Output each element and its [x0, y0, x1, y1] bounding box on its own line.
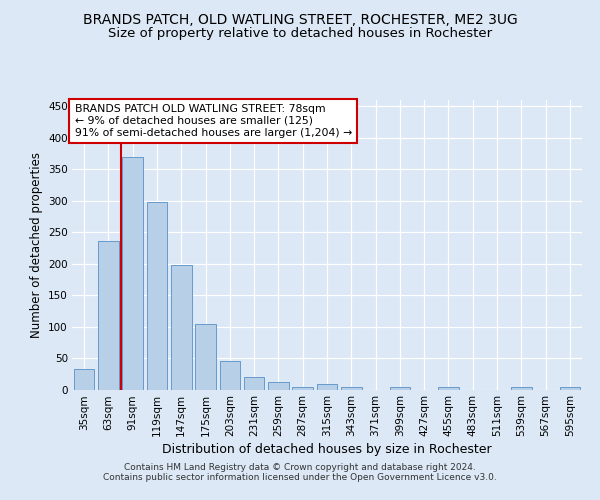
Y-axis label: Number of detached properties: Number of detached properties [29, 152, 43, 338]
Bar [74, 368, 94, 390]
Text: Contains HM Land Registry data © Crown copyright and database right 2024.
Contai: Contains HM Land Registry data © Crown c… [103, 463, 497, 482]
Text: BRANDS PATCH OLD WATLING STREET: 78sqm
← 9% of detached houses are smaller (125): BRANDS PATCH OLD WATLING STREET: 78sqm ←… [74, 104, 352, 138]
Text: BRANDS PATCH, OLD WATLING STREET, ROCHESTER, ME2 3UG: BRANDS PATCH, OLD WATLING STREET, ROCHES… [83, 12, 517, 26]
Text: Distribution of detached houses by size in Rochester: Distribution of detached houses by size … [162, 442, 492, 456]
Bar [122, 156, 143, 390]
Bar [438, 387, 459, 390]
Bar [268, 382, 289, 390]
Bar [389, 388, 410, 390]
Bar [220, 361, 240, 390]
Bar [171, 264, 191, 390]
Bar [244, 378, 265, 390]
Bar [292, 387, 313, 390]
Bar [146, 202, 167, 390]
Bar [341, 387, 362, 390]
Bar [317, 384, 337, 390]
Bar [560, 388, 580, 390]
Bar [98, 241, 119, 390]
Bar [511, 388, 532, 390]
Bar [195, 324, 216, 390]
Text: Size of property relative to detached houses in Rochester: Size of property relative to detached ho… [108, 28, 492, 40]
